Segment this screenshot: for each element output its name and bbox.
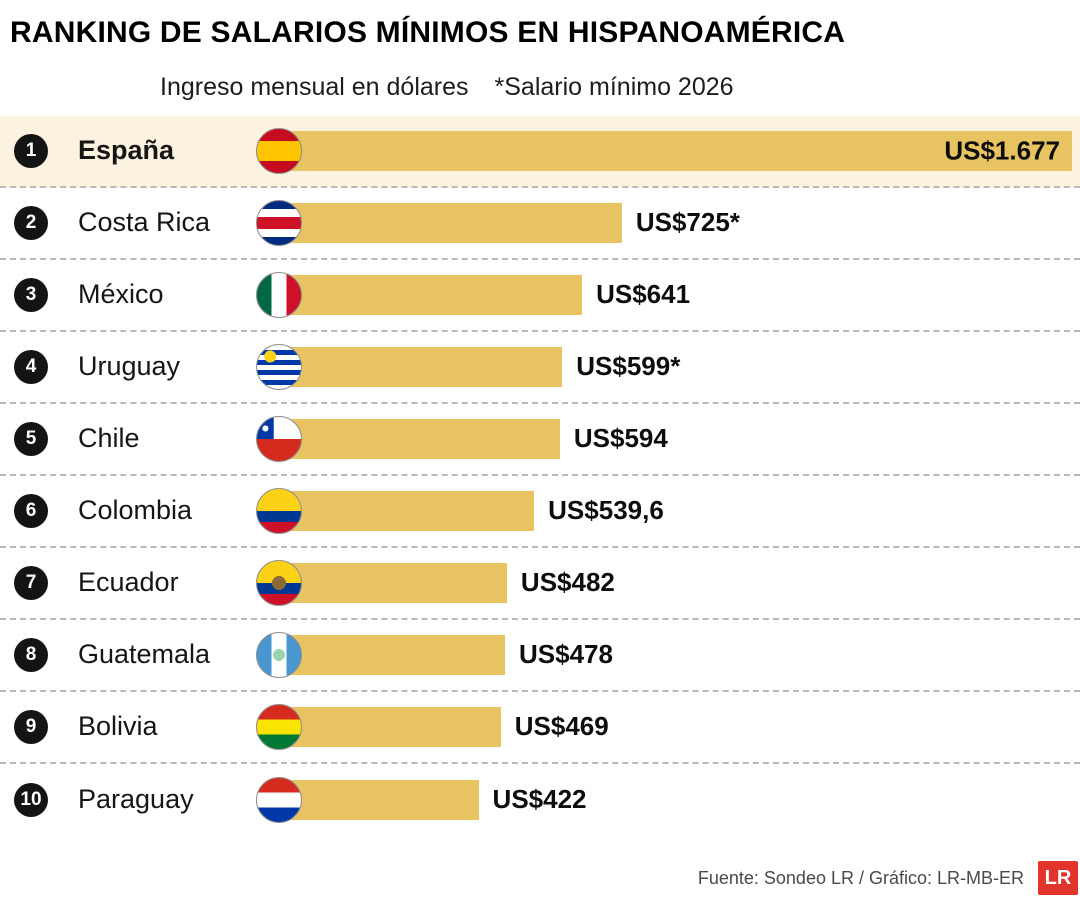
value-label: US$599* (576, 351, 681, 381)
bar-track: US$539,6 (256, 485, 1072, 537)
rank-badge: 5 (14, 421, 48, 456)
value-bar (279, 562, 507, 603)
value-bar (279, 346, 563, 387)
source-credit: Fuente: Sondeo LR / Gráfico: LR-MB-ER (697, 867, 1024, 888)
flag-icon-es (256, 127, 302, 174)
country-label: España (78, 135, 175, 165)
country-label: Guatemala (78, 639, 211, 669)
flag-icon-uy (256, 343, 302, 390)
rank-badge: 7 (14, 565, 48, 600)
chart-subtitle: Ingreso mensual en dólares (160, 72, 469, 101)
footer: Fuente: Sondeo LR / Gráfico: LR-MB-ER LR (0, 858, 1080, 900)
rank-badge: 9 (14, 709, 48, 744)
bar-track: US$641 (256, 269, 1072, 321)
value-bar (279, 779, 479, 820)
table-row: 4 Uruguay US$599* (0, 332, 1080, 404)
chart-note: *Salario mínimo 2026 (494, 72, 734, 101)
rank-badge: 8 (14, 637, 48, 672)
bar-track: US$599* (256, 341, 1072, 393)
flag-icon-co (256, 487, 302, 534)
ranking-list: 1 España US$1.677 2 Costa Rica US$725* 3… (0, 115, 1080, 859)
bar-track: US$469 (256, 701, 1072, 753)
table-row: 2 Costa Rica US$725* (0, 188, 1080, 260)
value-label: US$469 (514, 711, 609, 741)
bar-track: US$482 (256, 557, 1072, 609)
table-row: 10 Paraguay US$422 (0, 764, 1080, 836)
country-label: Ecuador (78, 567, 179, 597)
value-label: US$478 (519, 639, 613, 669)
header: RANKING DE SALARIOS MÍNIMOS EN HISPANOAM… (0, 0, 1080, 102)
lr-logo: LR (1038, 861, 1078, 895)
country-label: Costa Rica (78, 207, 211, 237)
country-label: Colombia (78, 495, 193, 525)
flag-icon-gt (256, 631, 302, 678)
flag-icon-cl (256, 415, 302, 462)
value-bar (279, 202, 622, 243)
rank-badge: 6 (14, 493, 48, 528)
value-bar (279, 634, 506, 675)
value-label: US$539,6 (548, 495, 664, 525)
bar-track: US$594 (256, 413, 1072, 465)
value-label: US$594 (573, 423, 668, 453)
table-row: 7 Ecuador US$482 (0, 548, 1080, 620)
rank-badge: 2 (14, 205, 48, 240)
country-label: Uruguay (78, 351, 181, 381)
value-label: US$641 (596, 279, 691, 309)
rank-badge: 10 (14, 782, 48, 817)
flag-icon-ec (256, 559, 302, 606)
bar-track: US$725* (256, 197, 1072, 249)
bar-track: US$1.677 (256, 125, 1072, 177)
value-bar (279, 490, 535, 531)
value-label: US$482 (520, 567, 615, 597)
country-label: México (78, 279, 164, 309)
table-row: 3 México US$641 (0, 260, 1080, 332)
rank-badge: 4 (14, 349, 48, 384)
country-label: Chile (78, 423, 140, 453)
value-bar (279, 706, 501, 747)
flag-icon-py (256, 776, 302, 823)
table-row: 5 Chile US$594 (0, 404, 1080, 476)
bar-track: US$422 (256, 774, 1072, 826)
rank-badge: 1 (14, 133, 48, 168)
country-label: Bolivia (78, 711, 158, 741)
value-label: US$1.677 (944, 135, 1060, 165)
country-label: Paraguay (78, 784, 194, 814)
subtitle-line: Ingreso mensual en dólares *Salario míni… (10, 73, 1070, 102)
value-label: US$422 (492, 784, 587, 814)
page-title: RANKING DE SALARIOS MÍNIMOS EN HISPANOAM… (10, 16, 846, 49)
value-bar (279, 274, 583, 315)
table-row: 6 Colombia US$539,6 (0, 476, 1080, 548)
rank-badge: 3 (14, 277, 48, 312)
value-bar (279, 418, 560, 459)
table-row: 9 Bolivia US$469 (0, 692, 1080, 764)
table-row: 8 Guatemala US$478 (0, 620, 1080, 692)
bar-track: US$478 (256, 629, 1072, 681)
value-label: US$725* (635, 207, 740, 237)
flag-icon-mx (256, 271, 302, 318)
value-bar: US$1.677 (279, 130, 1072, 171)
flag-icon-bo (256, 703, 302, 750)
flag-icon-cr (256, 199, 302, 246)
table-row: 1 España US$1.677 (0, 115, 1080, 188)
